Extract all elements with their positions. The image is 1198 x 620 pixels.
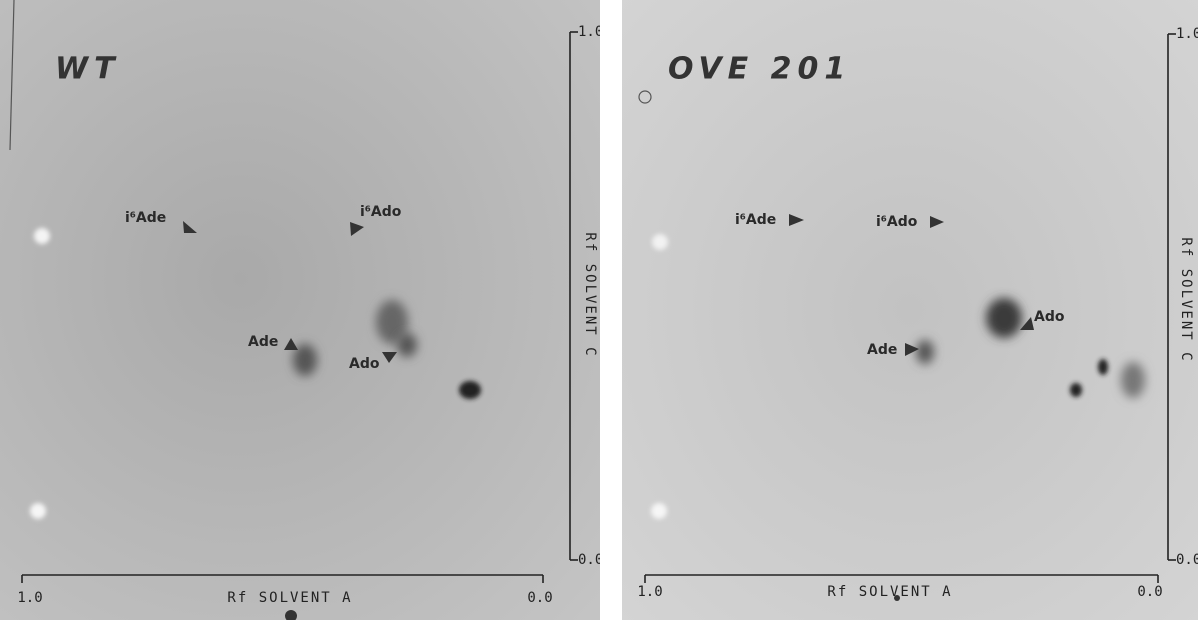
- x-tick-label: 0.0: [1137, 584, 1162, 600]
- spot-label: i⁶Ado: [876, 214, 918, 230]
- gutter: [600, 0, 622, 620]
- y-tick-label: 1.0: [1176, 26, 1198, 42]
- x-tick-label: 1.0: [17, 590, 42, 606]
- x-tick-label: 0.0: [527, 590, 552, 606]
- spot-label: i⁶Ado: [360, 204, 402, 220]
- arrow: [905, 343, 919, 356]
- x-axis-label: Rf SOLVENT A: [227, 590, 352, 606]
- spot-label: Ado: [1034, 309, 1065, 325]
- panel-ove-201: OVE 201 i⁶Ade i⁶Ado Ade Ado 1.0 0.0 Rf S…: [622, 0, 1198, 620]
- y-tick-label: 0.0: [1176, 552, 1198, 568]
- spot-label: Ade: [248, 334, 278, 350]
- spots: [30, 228, 481, 620]
- arrow: [183, 221, 197, 233]
- spot-label: Ado: [349, 356, 380, 372]
- spot-label: i⁶Ade: [735, 212, 776, 228]
- arrow: [1020, 317, 1034, 330]
- x-axis-label: Rf SOLVENT A: [827, 584, 952, 600]
- arrow: [930, 216, 944, 228]
- plate-background: [622, 0, 1198, 620]
- panel-title: OVE 201: [668, 52, 851, 87]
- plate-edge: [9, 0, 15, 151]
- arrow: [284, 338, 298, 350]
- panel-wt: WT i⁶Ade i⁶Ado Ade Ado 1.0 0.0 Rf SOLVEN…: [0, 0, 603, 620]
- arrow: [382, 352, 397, 363]
- y-axis-label: Rf SOLVENT C: [582, 232, 598, 357]
- x-tick-label: 1.0: [637, 584, 662, 600]
- spots: [638, 90, 1145, 601]
- spot-label: Ade: [867, 342, 897, 358]
- y-tick-label: 0.0: [578, 552, 603, 568]
- panel-title: WT: [55, 52, 121, 87]
- spot-label: i⁶Ade: [125, 210, 166, 226]
- arrow: [789, 214, 804, 226]
- y-axis-label: Rf SOLVENT C: [1178, 237, 1194, 362]
- plate-background: [0, 0, 600, 620]
- arrow: [350, 222, 364, 236]
- y-tick-label: 1.0: [578, 24, 603, 40]
